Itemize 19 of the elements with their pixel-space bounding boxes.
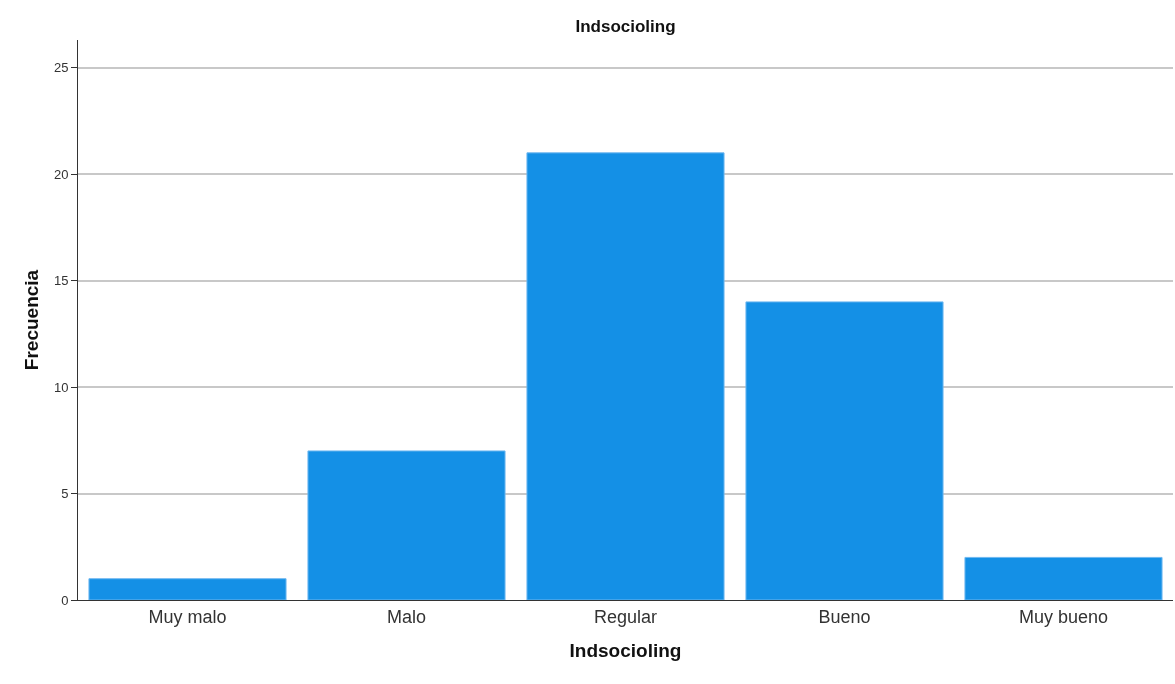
x-tick-label: Malo <box>386 606 427 627</box>
x-axis-title: Indsocioling <box>569 640 682 662</box>
y-tick-label: 0 <box>61 592 69 608</box>
x-tick-label: Muy malo <box>148 606 227 627</box>
bar <box>964 556 1163 600</box>
chart-title: Indsocioling <box>575 17 676 37</box>
y-tick-label: 20 <box>53 166 69 182</box>
y-tick-label: 25 <box>53 60 69 76</box>
x-tick-label: Regular <box>593 606 658 627</box>
y-tick-label: 15 <box>53 273 69 289</box>
bar <box>526 152 725 600</box>
bar <box>307 450 506 600</box>
bar <box>88 578 287 600</box>
y-tick-label: 10 <box>53 379 69 395</box>
y-tick-label: 5 <box>61 486 69 502</box>
x-tick-label: Bueno <box>818 606 871 627</box>
bar <box>745 301 944 600</box>
y-axis-title: Frecuencia <box>20 269 42 371</box>
x-tick-label: Muy bueno <box>1018 606 1109 627</box>
